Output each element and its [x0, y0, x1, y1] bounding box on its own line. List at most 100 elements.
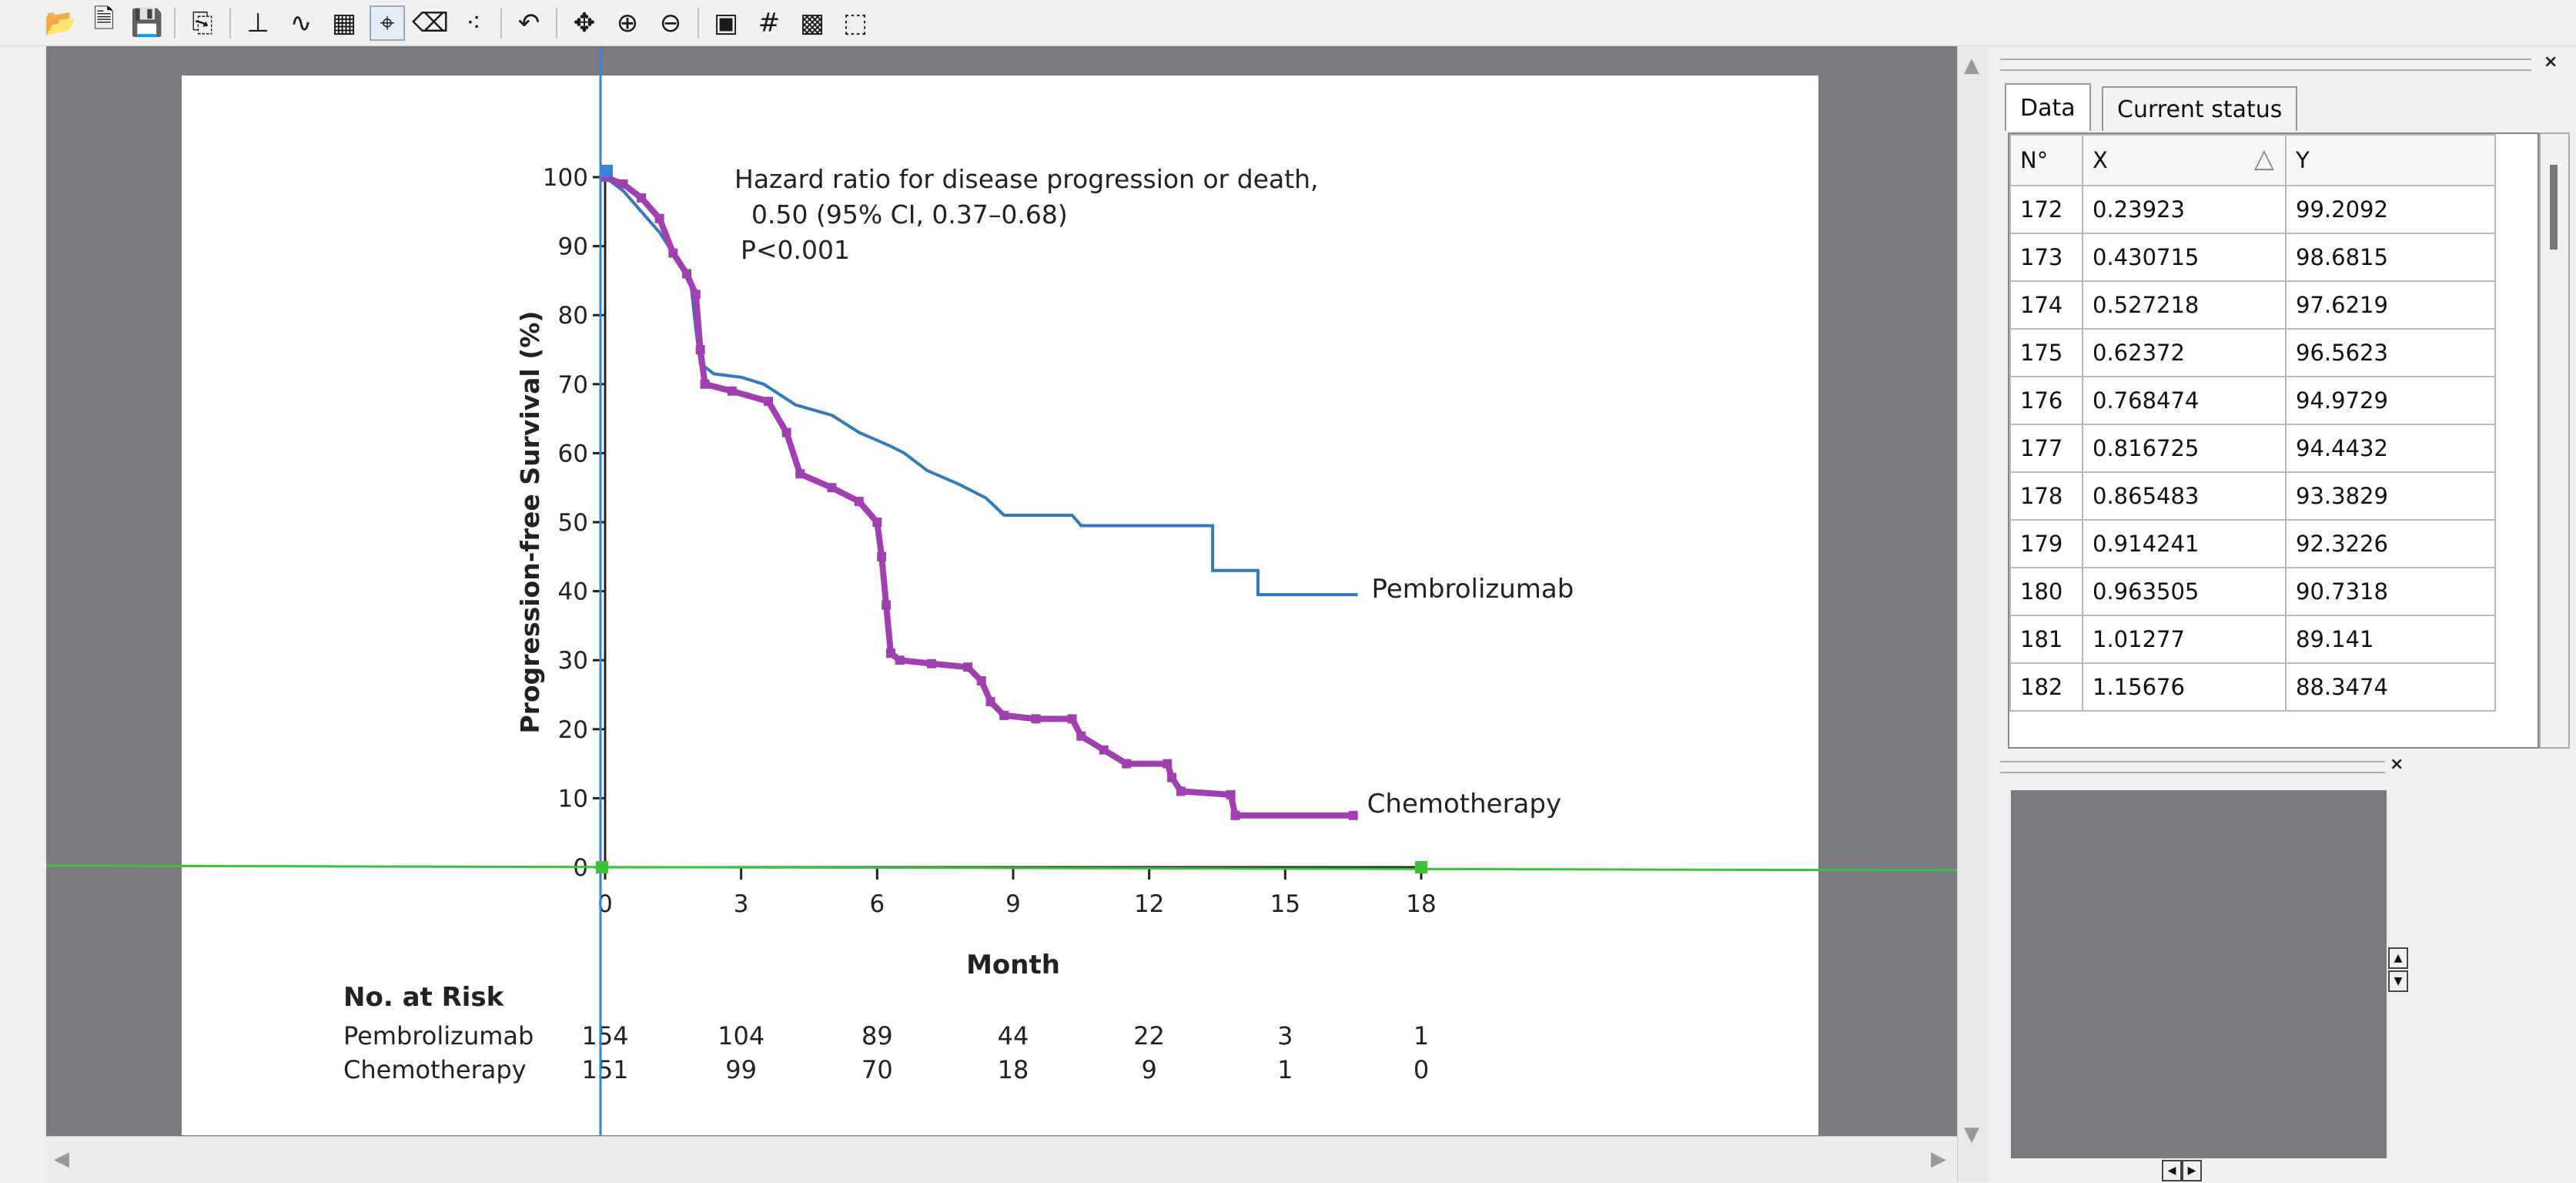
table-row[interactable]: 180 0.963505 90.7318 — [2009, 567, 2496, 616]
table-row[interactable]: 173 0.430715 98.6815 — [2009, 233, 2496, 282]
preview-right-icon[interactable]: ▶ — [2182, 1160, 2202, 1181]
canvas-vertical-scrollbar[interactable]: ▲ ▼ — [1957, 46, 1989, 1182]
scroll-up-icon[interactable]: ▲ — [1964, 54, 1979, 77]
save-icon[interactable]: 💾 — [130, 7, 164, 39]
x-value[interactable]: 1.01277 — [2082, 615, 2287, 664]
open-icon[interactable]: 📂 — [44, 7, 78, 39]
y-value[interactable]: 88.3474 — [2285, 662, 2496, 712]
axes-icon[interactable]: ⊥ — [246, 7, 269, 39]
scroll-right-icon[interactable]: ▶ — [1931, 1148, 1946, 1171]
grid-fill-icon[interactable]: ▦ — [331, 7, 357, 39]
row-number[interactable]: 181 — [2009, 615, 2083, 664]
zoom-out-icon[interactable]: ⊖ — [659, 7, 682, 39]
risk-table-value: 22 — [1133, 1021, 1165, 1051]
table-row[interactable]: 174 0.527218 97.6219 — [2009, 280, 2496, 330]
close-icon[interactable]: × — [2544, 52, 2558, 72]
table-vertical-scrollbar[interactable] — [2539, 132, 2570, 749]
preview-down-icon[interactable]: ▼ — [2388, 970, 2408, 992]
eraser-icon[interactable]: ⌫ — [411, 7, 450, 39]
table-row[interactable]: 178 0.865483 93.3829 — [2009, 471, 2496, 521]
points-icon[interactable]: ⁖ — [466, 7, 481, 39]
canvas-horizontal-scrollbar[interactable]: ◀ ▶ — [46, 1136, 1957, 1183]
y-value[interactable]: 92.3226 — [2285, 519, 2496, 568]
risk-table-value: 1 — [1277, 1055, 1293, 1084]
risk-table-value: 151 — [581, 1055, 628, 1084]
data-point-marker — [637, 193, 647, 203]
row-number[interactable]: 179 — [2009, 519, 2083, 568]
table-row[interactable]: 176 0.768474 94.9729 — [2009, 376, 2496, 425]
y-tick-label: 40 — [558, 578, 588, 606]
risk-table-title: No. at Risk — [343, 982, 505, 1013]
scroll-left-icon[interactable]: ◀ — [54, 1148, 69, 1171]
digitizer-canvas[interactable]: 0 10 20 30 40 50 60 70 80 90 100 0 3 6 9 12 15 18 Progress… — [46, 46, 1957, 1136]
zoom-in-icon[interactable]: ⊕ — [616, 7, 639, 39]
data-point-marker — [781, 427, 791, 437]
x-value[interactable]: 0.527218 — [2082, 280, 2287, 330]
panel-grip[interactable] — [2000, 761, 2385, 773]
tab-current-status[interactable]: Current status — [2102, 86, 2298, 131]
data-point-marker — [764, 397, 773, 407]
grid-icon[interactable]: # — [758, 7, 781, 39]
y-value[interactable]: 89.141 — [2285, 615, 2496, 664]
x-value[interactable]: 0.963505 — [2082, 567, 2287, 616]
table-row[interactable]: 182 1.15676 88.3474 — [2009, 662, 2496, 712]
close-icon[interactable]: × — [2390, 755, 2404, 774]
data-point-marker — [827, 483, 837, 493]
color-icon[interactable]: ▩ — [799, 7, 825, 39]
data-point-marker — [668, 248, 678, 258]
row-number[interactable]: 175 — [2009, 328, 2083, 377]
panel-grip[interactable] — [2000, 59, 2531, 71]
row-number[interactable]: 180 — [2009, 567, 2083, 616]
row-number[interactable]: 176 — [2009, 376, 2083, 425]
image-icon[interactable]: ▣ — [713, 7, 739, 39]
data-point-marker — [1230, 810, 1240, 820]
scrollbar-thumb[interactable] — [2550, 165, 2558, 250]
table-row[interactable]: 181 1.01277 89.141 — [2009, 615, 2496, 664]
point-select-icon[interactable]: ⌖ — [370, 5, 405, 41]
row-number[interactable]: 177 — [2009, 424, 2083, 473]
pan-icon[interactable]: ✥ — [573, 7, 596, 39]
curve-icon[interactable]: ∿ — [289, 7, 313, 39]
preview-up-icon[interactable]: ▲ — [2388, 947, 2408, 969]
toolbar-separator — [698, 7, 699, 39]
y-value[interactable]: 98.6815 — [2285, 233, 2496, 282]
chart-icon[interactable]: ⬚ — [842, 7, 868, 39]
row-number[interactable]: 182 — [2009, 662, 2083, 712]
table-row[interactable]: 177 0.816725 94.4432 — [2009, 424, 2496, 473]
preview-left-icon[interactable]: ◀ — [2162, 1160, 2182, 1181]
x-value[interactable]: 0.62372 — [2082, 328, 2287, 377]
import-icon[interactable]: 🗎 — [93, 4, 115, 35]
scroll-down-icon[interactable]: ▼ — [1964, 1123, 1979, 1146]
tab-data[interactable]: Data — [2005, 83, 2091, 131]
table-row[interactable]: 179 0.914241 92.3226 — [2009, 519, 2496, 568]
x-value[interactable]: 0.23923 — [2082, 185, 2287, 234]
column-header-y[interactable]: Y — [2285, 134, 2496, 186]
x-value[interactable]: 0.768474 — [2082, 376, 2287, 425]
y-value[interactable]: 90.7318 — [2285, 567, 2496, 616]
row-number[interactable]: 174 — [2009, 280, 2083, 330]
x-value[interactable]: 1.15676 — [2082, 662, 2287, 712]
undo-icon[interactable]: ↶ — [517, 7, 540, 39]
y-value[interactable]: 99.2092 — [2285, 185, 2496, 234]
y-value[interactable]: 96.5623 — [2285, 328, 2496, 377]
row-number[interactable]: 178 — [2009, 471, 2083, 521]
x-value[interactable]: 0.816725 — [2082, 424, 2287, 473]
copy-icon[interactable]: ⎘ — [192, 7, 213, 39]
table-row[interactable]: 175 0.62372 96.5623 — [2009, 328, 2496, 377]
y-value[interactable]: 94.4432 — [2285, 424, 2496, 473]
hazard-ratio-annotation: Hazard ratio for disease progression or … — [734, 164, 1319, 194]
y-value[interactable]: 93.3829 — [2285, 471, 2496, 521]
table-header-row: N° X △ Y — [2009, 134, 2496, 186]
row-number[interactable]: 173 — [2009, 233, 2083, 282]
x-value[interactable]: 0.914241 — [2082, 519, 2287, 568]
x-value[interactable]: 0.865483 — [2082, 471, 2287, 521]
data-point-marker — [999, 710, 1009, 720]
y-value[interactable]: 97.6219 — [2285, 280, 2496, 330]
table-row[interactable]: 172 0.23923 99.2092 — [2009, 185, 2496, 234]
column-header-x[interactable]: X △ — [2082, 134, 2287, 186]
y-value[interactable]: 94.9729 — [2285, 376, 2496, 425]
x-value[interactable]: 0.430715 — [2082, 233, 2287, 282]
row-number[interactable]: 172 — [2009, 185, 2083, 234]
column-header-number[interactable]: N° — [2009, 134, 2083, 186]
x-tick-label: 0 — [597, 890, 613, 918]
